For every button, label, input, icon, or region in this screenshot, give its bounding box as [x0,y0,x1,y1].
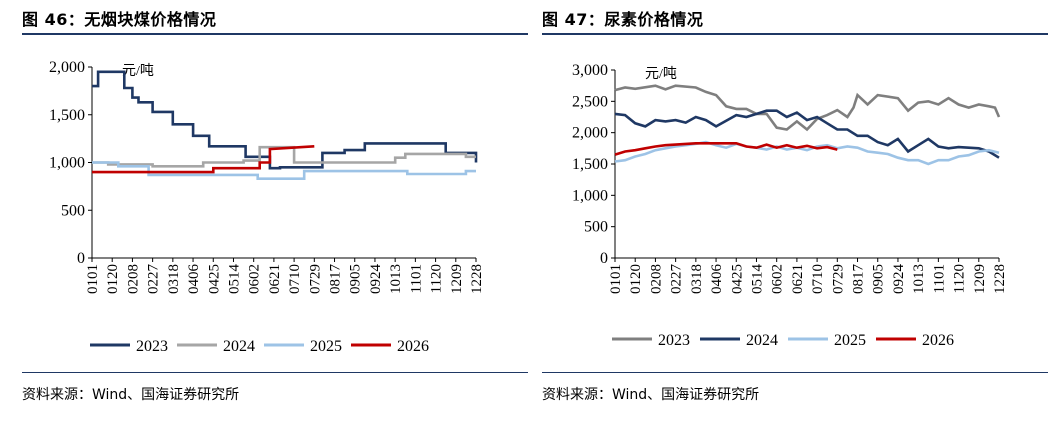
x-tick-label: 1101 [408,264,424,293]
y-tick-label: 1,000 [49,155,85,172]
x-tick-label: 0729 [830,264,846,294]
x-tick-label: 0318 [689,264,705,294]
x-tick-label: 0710 [810,264,826,294]
series-line-2023 [614,84,1001,132]
y-tick-label: 2,500 [572,93,608,110]
title-divider [22,33,528,35]
x-tick-label: 1101 [931,264,947,293]
series-line-2024 [92,145,476,168]
y-tick-label: 1,500 [572,156,608,173]
x-tick-label: 0101 [608,264,624,294]
x-tick-label: 0602 [770,264,786,294]
legend-label-2026: 2026 [397,338,429,355]
series-line-2025 [92,161,476,180]
x-tick-label: 0120 [628,264,644,294]
x-tick-label: 0602 [247,264,263,294]
x-tick-label: 0817 [851,264,867,295]
series-line-2026 [92,145,315,174]
x-tick-label: 1120 [952,264,968,293]
x-tick-label: 0425 [206,264,222,294]
y-tick-label: 2,000 [49,59,85,76]
x-tick-label: 0101 [85,264,101,294]
unit-label: 元/吨 [122,63,154,79]
title-divider [542,33,1048,35]
y-tick-label: 1,000 [572,187,608,204]
source-note: 资料来源：Wind、国海证券研究所 [542,387,760,403]
x-tick-label: 0905 [348,264,364,294]
x-tick-label: 1013 [911,264,927,294]
y-tick-label: 2,000 [572,125,608,142]
x-tick-label: 0227 [669,264,685,295]
legend-label-2023: 2023 [136,338,168,355]
x-tick-label: 0817 [328,264,344,295]
x-tick-label: 1209 [972,264,988,294]
x-tick-label: 0514 [749,264,765,295]
x-tick-label: 1013 [388,264,404,294]
x-tick-label: 0514 [226,264,242,295]
x-tick-label: 0924 [368,264,384,295]
x-tick-label: 0621 [267,264,283,294]
y-tick-label: 3,000 [572,62,608,79]
x-tick-label: 0406 [709,264,725,295]
x-tick-label: 0729 [307,264,323,294]
y-tick-label: 0 [77,250,85,267]
y-tick-label: 500 [61,202,85,219]
series-line-2026 [614,142,838,156]
x-tick-label: 1120 [429,264,445,293]
x-tick-label: 0924 [891,264,907,295]
y-tick-label: 0 [600,250,608,267]
x-tick-label: 0227 [146,264,162,295]
series-line-2024 [614,109,1000,159]
x-tick-label: 0621 [790,264,806,294]
x-tick-label: 0208 [125,264,141,294]
figure-title: 图 46：无烟块煤价格情况 [22,10,217,29]
x-tick-label: 0406 [186,264,202,295]
x-tick-label: 0318 [166,264,182,294]
legend-label-2025: 2025 [310,338,342,355]
legend-label-2024: 2024 [746,332,778,349]
x-tick-label: 0120 [105,264,121,294]
x-tick-label: 1209 [449,264,465,294]
figure-title: 图 47：尿素价格情况 [542,10,704,29]
y-tick-label: 1,500 [49,107,85,124]
series-line-2023 [92,70,478,170]
x-tick-label: 0208 [648,264,664,294]
chart-panel-coal: 图 46：无烟块煤价格情况 0 500 1,000 1,500 2,000 0101 012… [22,0,528,426]
legend-label-2025: 2025 [834,332,866,349]
urea-price-chart: 0 500 1,000 1,500 2,000 2,500 3,000 0101 0120 020… [572,62,1008,349]
y-tick-label: 500 [584,219,608,236]
legend-label-2024: 2024 [223,338,255,355]
x-tick-label: 0905 [871,264,887,294]
x-tick-label: 0425 [729,264,745,294]
x-tick-label: 0710 [287,264,303,294]
source-divider [22,372,528,373]
chart-panel-urea: 图 47：尿素价格情况 0 500 1,000 1,500 2,000 2,500 3,00… [542,0,1048,426]
unit-label: 元/吨 [645,66,677,82]
source-divider [542,372,1048,373]
x-tick-label: 1228 [469,264,485,294]
source-note: 资料来源：Wind、国海证券研究所 [22,387,240,403]
legend-label-2026: 2026 [922,332,954,349]
legend-label-2023: 2023 [658,332,690,349]
series-line-2025 [614,140,1000,166]
x-tick-label: 1228 [992,264,1008,294]
